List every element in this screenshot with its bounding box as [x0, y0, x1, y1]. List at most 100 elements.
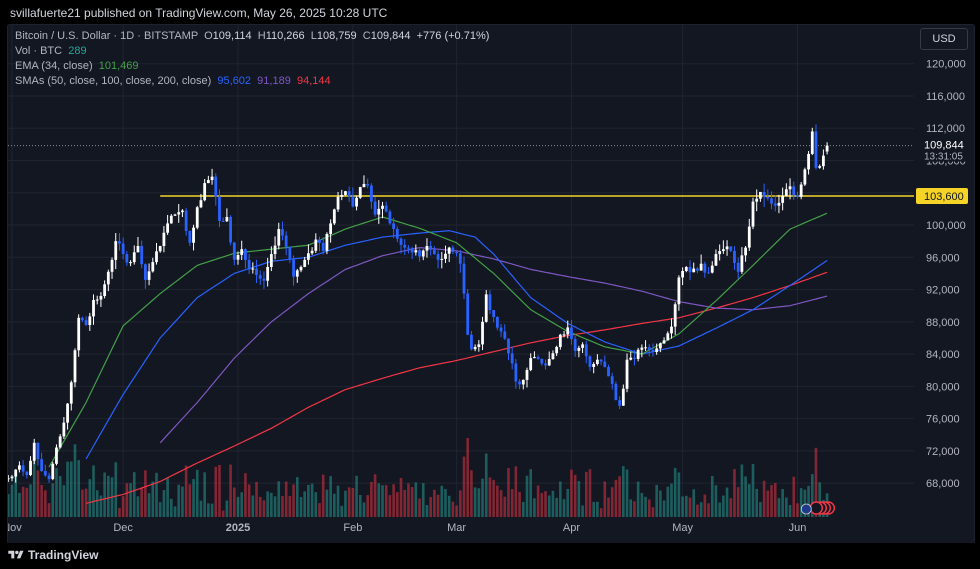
- volume-bar: [473, 487, 477, 517]
- candle-body: [351, 196, 355, 207]
- volume-bar: [92, 465, 95, 517]
- time-tick-label: Nov: [8, 522, 22, 534]
- volume-bar: [559, 481, 562, 517]
- volume-bar: [803, 489, 807, 517]
- price-chart[interactable]: 68,000 72,000 76,000 80,000 84,000 88,000 92,0…: [8, 25, 974, 543]
- candle-body: [321, 242, 325, 251]
- change-value: +776 (+0.71%): [416, 30, 490, 42]
- volume-bar: [170, 498, 173, 517]
- candle-body: [421, 250, 425, 257]
- candle-body: [32, 442, 36, 461]
- candle-body: [729, 246, 733, 251]
- volume-bar: [229, 464, 232, 517]
- tradingview-logo-icon[interactable]: [8, 549, 24, 561]
- volume-bar: [518, 491, 521, 517]
- volume-bar: [407, 483, 410, 517]
- candle-body: [299, 266, 303, 271]
- ema-value: 101,469: [98, 60, 139, 72]
- candle-body: [303, 259, 307, 267]
- candle-body: [673, 304, 677, 327]
- sma-row[interactable]: SMAs (50, close, 100, close, 200, close)…: [15, 74, 489, 89]
- candle-body: [707, 272, 710, 274]
- ema-row[interactable]: EMA (34, close) 101,469: [15, 59, 489, 74]
- volume-bar: [155, 472, 158, 517]
- symbol-row: Bitcoin / U.S. Dollar · 1D · BITSTAMP O1…: [15, 29, 489, 44]
- volume-bar: [281, 496, 284, 517]
- candle-body: [647, 347, 651, 351]
- candle-body: [614, 383, 618, 401]
- volume-bar: [303, 491, 306, 517]
- candle-body: [721, 249, 725, 252]
- candle-body: [125, 254, 129, 263]
- volume-bar: [455, 505, 458, 517]
- candle-body: [62, 422, 66, 437]
- candle-body: [759, 191, 762, 199]
- tradingview-brand[interactable]: TradingView: [28, 548, 99, 562]
- candle-body: [288, 246, 292, 260]
- volume-bar: [358, 494, 362, 517]
- countdown-label: 13:31:05: [924, 152, 963, 163]
- volume-bar: [377, 483, 381, 517]
- candle-body: [418, 250, 421, 257]
- candle-body: [807, 153, 810, 170]
- volume-bar: [818, 482, 821, 517]
- volume-row[interactable]: Vol · BTC 289: [15, 44, 489, 59]
- candle-body: [814, 131, 818, 168]
- candle-body: [169, 215, 173, 224]
- volume-bar: [551, 490, 555, 517]
- candle-body: [177, 212, 181, 215]
- candle-body: [181, 210, 184, 213]
- volume-bar: [144, 470, 147, 517]
- volume-bar: [55, 468, 58, 517]
- volume-bar: [69, 461, 73, 517]
- candle-body: [184, 210, 188, 231]
- volume-bar: [625, 469, 629, 517]
- candle-body: [681, 270, 685, 278]
- volume-bar: [114, 462, 118, 517]
- currency-selector[interactable]: USD: [920, 28, 968, 50]
- volume-bar: [351, 487, 355, 517]
- symbol-title[interactable]: Bitcoin / U.S. Dollar · 1D · BITSTAMP: [15, 30, 198, 42]
- volume-bar: [362, 502, 366, 517]
- candle-body: [399, 238, 403, 245]
- price-tick-label: 80,000: [926, 381, 960, 393]
- volume-bar: [173, 506, 177, 517]
- volume-bar: [577, 481, 581, 517]
- candle-body: [755, 198, 759, 202]
- candle-body: [244, 249, 247, 261]
- candle-body: [325, 233, 329, 251]
- price-tick-label: 72,000: [926, 446, 960, 458]
- high-value: 110,266: [265, 30, 305, 42]
- candle-body: [73, 350, 77, 383]
- candle-body: [570, 327, 573, 340]
- price-axis[interactable]: 68,000 72,000 76,000 80,000 84,000 88,000 92,0…: [916, 59, 970, 490]
- high-label: H: [257, 30, 266, 42]
- volume-bar: [570, 469, 573, 517]
- candle-body: [629, 357, 633, 360]
- candle-body: [281, 229, 284, 236]
- candle-body: [147, 271, 151, 280]
- volume-bar: [51, 483, 55, 517]
- event-markers[interactable]: [800, 501, 836, 515]
- volume-bar: [425, 505, 429, 517]
- volume-bar: [521, 501, 525, 517]
- volume-bar: [484, 453, 488, 517]
- volume-bar: [247, 484, 251, 517]
- candle-body: [425, 245, 429, 251]
- candle-body: [162, 232, 166, 246]
- volume-bar: [503, 496, 507, 517]
- time-axis[interactable]: Nov Dec 2025 Feb Mar Apr May Jun: [8, 522, 806, 534]
- candle-body: [132, 252, 136, 263]
- candle-body: [466, 293, 470, 335]
- candle-body: [562, 334, 566, 336]
- volume-bar: [288, 495, 292, 517]
- chart-frame[interactable]: 68,000 72,000 76,000 80,000 84,000 88,000 92,0…: [7, 24, 975, 544]
- candle-body: [373, 201, 377, 215]
- volume-bar: [655, 484, 658, 517]
- volume-bar: [214, 466, 218, 517]
- candle-body: [477, 344, 481, 347]
- volume-bar: [729, 498, 733, 517]
- volume-bar: [277, 481, 281, 517]
- volume-bar: [640, 492, 644, 517]
- volume-bar: [125, 483, 129, 517]
